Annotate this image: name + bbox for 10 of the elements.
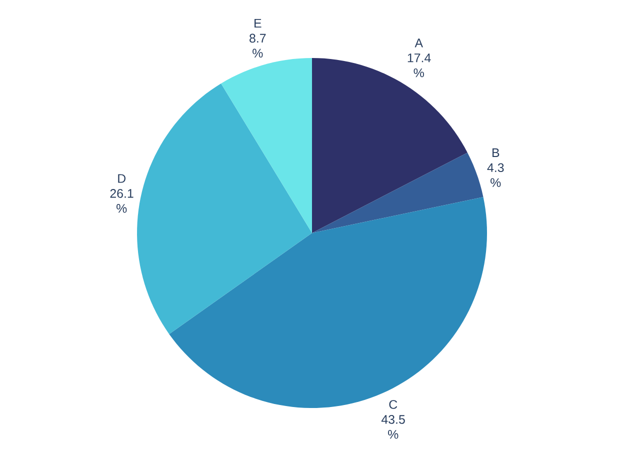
slice-label: E: [254, 18, 262, 28]
data-label: 43.5 %: [381, 415, 405, 439]
slice-label: D: [118, 174, 126, 183]
slice-label: B: [492, 148, 500, 157]
data-label: 26.1 %: [110, 189, 134, 213]
slice-label: A: [414, 38, 424, 48]
data-label: 17.4 %: [408, 54, 431, 78]
data-label: 4.3 %: [487, 163, 504, 187]
data-label: 8.7 %: [250, 34, 266, 58]
slice-label: C: [389, 400, 398, 409]
